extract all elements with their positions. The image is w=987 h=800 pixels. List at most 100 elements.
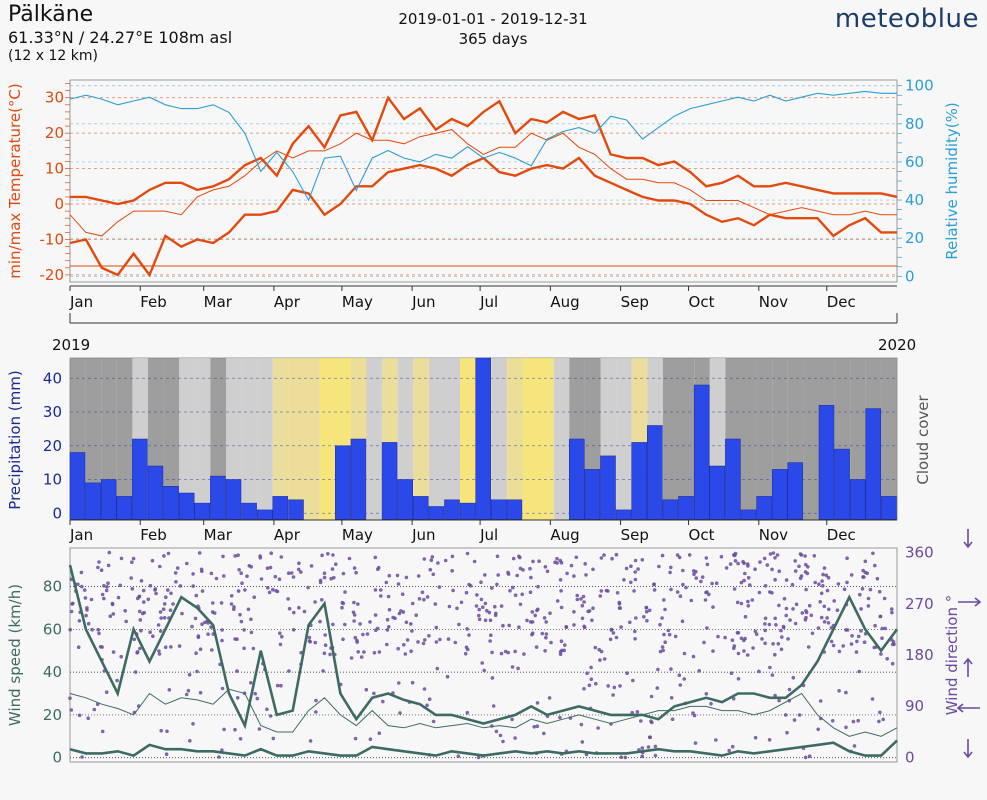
wind-direction-point [807,603,812,608]
wind-direction-point [873,623,877,628]
wind-direction-point [709,701,713,706]
wind-direction-point [251,646,256,651]
precip-bar [584,469,601,520]
humidity-tick-label: 60 [905,153,924,171]
precip-bar [272,496,289,520]
wind-direction-point [892,642,896,647]
wind-direction-point [559,560,564,565]
wind-direction-point [739,580,744,585]
precip-bar [132,438,148,520]
wind-direction-point [788,618,792,622]
wind-direction-point [511,585,515,590]
wind-direction-point [647,608,652,613]
cloud-cover-band [678,358,695,520]
wind-direction-point [782,596,787,601]
brand-logo[interactable]: meteoblue [834,4,979,34]
wind-direction-point [540,631,545,636]
wind-direction-point [329,576,333,581]
wind-direction-point [214,576,219,581]
wind-direction-point [210,648,214,652]
wind-direction-point [705,626,709,630]
wind-direction-point [347,556,352,561]
wind-direction-point [813,580,817,585]
wind-direction-arrow-icon [956,703,980,713]
wind-direction-point [745,653,750,657]
cloud-cover-band [272,358,289,520]
wind-direction-point [238,737,243,741]
wind-direction-arrow-icon [963,739,973,759]
wind-direction-point [775,553,780,557]
wind-direction-point [872,645,876,650]
wind-direction-point [732,587,737,591]
humidity-tick-label: 40 [905,191,924,209]
precip-bar [210,475,226,520]
cloud-cover-band [491,358,507,520]
precip-bar [428,506,445,520]
precip-bar [397,479,413,520]
wind-direction-point [268,714,273,718]
wind-direction-point [629,580,633,585]
wind-direction-point [417,597,422,601]
wind-direction-point [735,600,740,605]
cloud-cover-band [662,358,679,520]
wind-direction-tick-label: 270 [905,595,934,613]
wind-direction-point [318,578,323,583]
wind-direction-point [511,556,516,561]
wind-direction-point [831,643,836,648]
wind-direction-point [220,628,224,632]
wind-direction-point [599,649,604,654]
cloud-cover-band [741,358,757,520]
grid-resolution: (12 x 12 km) [8,48,98,64]
wind-direction-point [693,741,698,745]
wind-direction-point [768,665,772,670]
wind-direction-point [446,637,451,641]
wind-direction-point [142,610,146,615]
month-label: Mar [204,293,233,311]
wind-chart: 0 20 40 60 80 0 90 180 270 360 Wind speed (km/h) Wi… [6,529,982,767]
wind-direction-point [119,556,124,561]
wind-speed-tick-label: 0 [52,749,62,767]
wind-direction-point [257,727,262,731]
wind-direction-point [790,582,795,587]
wind-speed-axis-label: Wind speed (km/h) [6,584,24,726]
wind-direction-point [773,616,777,621]
wind-direction-point [804,615,808,620]
wind-direction-point [314,698,318,703]
wind-direction-point [711,605,715,609]
wind-direction-point [299,570,303,574]
wind-direction-point [773,693,777,698]
wind-direction-point [555,556,559,561]
wind-direction-point [164,752,169,756]
wind-direction-point [499,604,504,608]
wind-direction-point [138,646,142,651]
wind-direction-point [138,618,143,622]
month-label: Apr [274,293,301,311]
wind-direction-point [885,657,889,661]
wind-direction-point [279,683,283,688]
wind-direction-point [542,731,546,736]
precip-bar [85,482,101,520]
cloud-cover-band [366,358,383,520]
wind-direction-point [409,649,413,653]
wind-direction-point [628,620,632,625]
precip-bar [350,438,367,520]
wind-direction-point [166,588,170,592]
wind-direction-point [780,635,784,639]
wind-direction-point [243,588,247,592]
wind-direction-point [180,611,184,616]
wind-direction-point [381,699,385,704]
wind-direction-point [660,616,664,620]
wind-direction-point [544,620,548,624]
wind-direction-point [736,651,741,656]
wind-direction-point [465,627,470,631]
wind-direction-point [617,606,622,610]
wind-direction-point [784,606,789,611]
wind-direction-point [422,597,426,602]
wind-direction-point [111,650,116,654]
wind-direction-point [219,601,224,605]
wind-direction-point [353,635,358,640]
wind-direction-point [507,623,512,628]
wind-direction-point [531,559,535,564]
wind-direction-point [185,561,189,566]
wind-direction-point [150,558,155,563]
